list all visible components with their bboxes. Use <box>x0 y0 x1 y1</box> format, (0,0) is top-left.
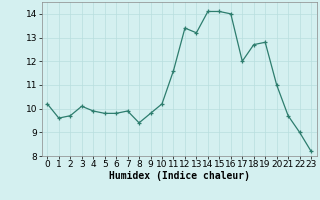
X-axis label: Humidex (Indice chaleur): Humidex (Indice chaleur) <box>109 171 250 181</box>
